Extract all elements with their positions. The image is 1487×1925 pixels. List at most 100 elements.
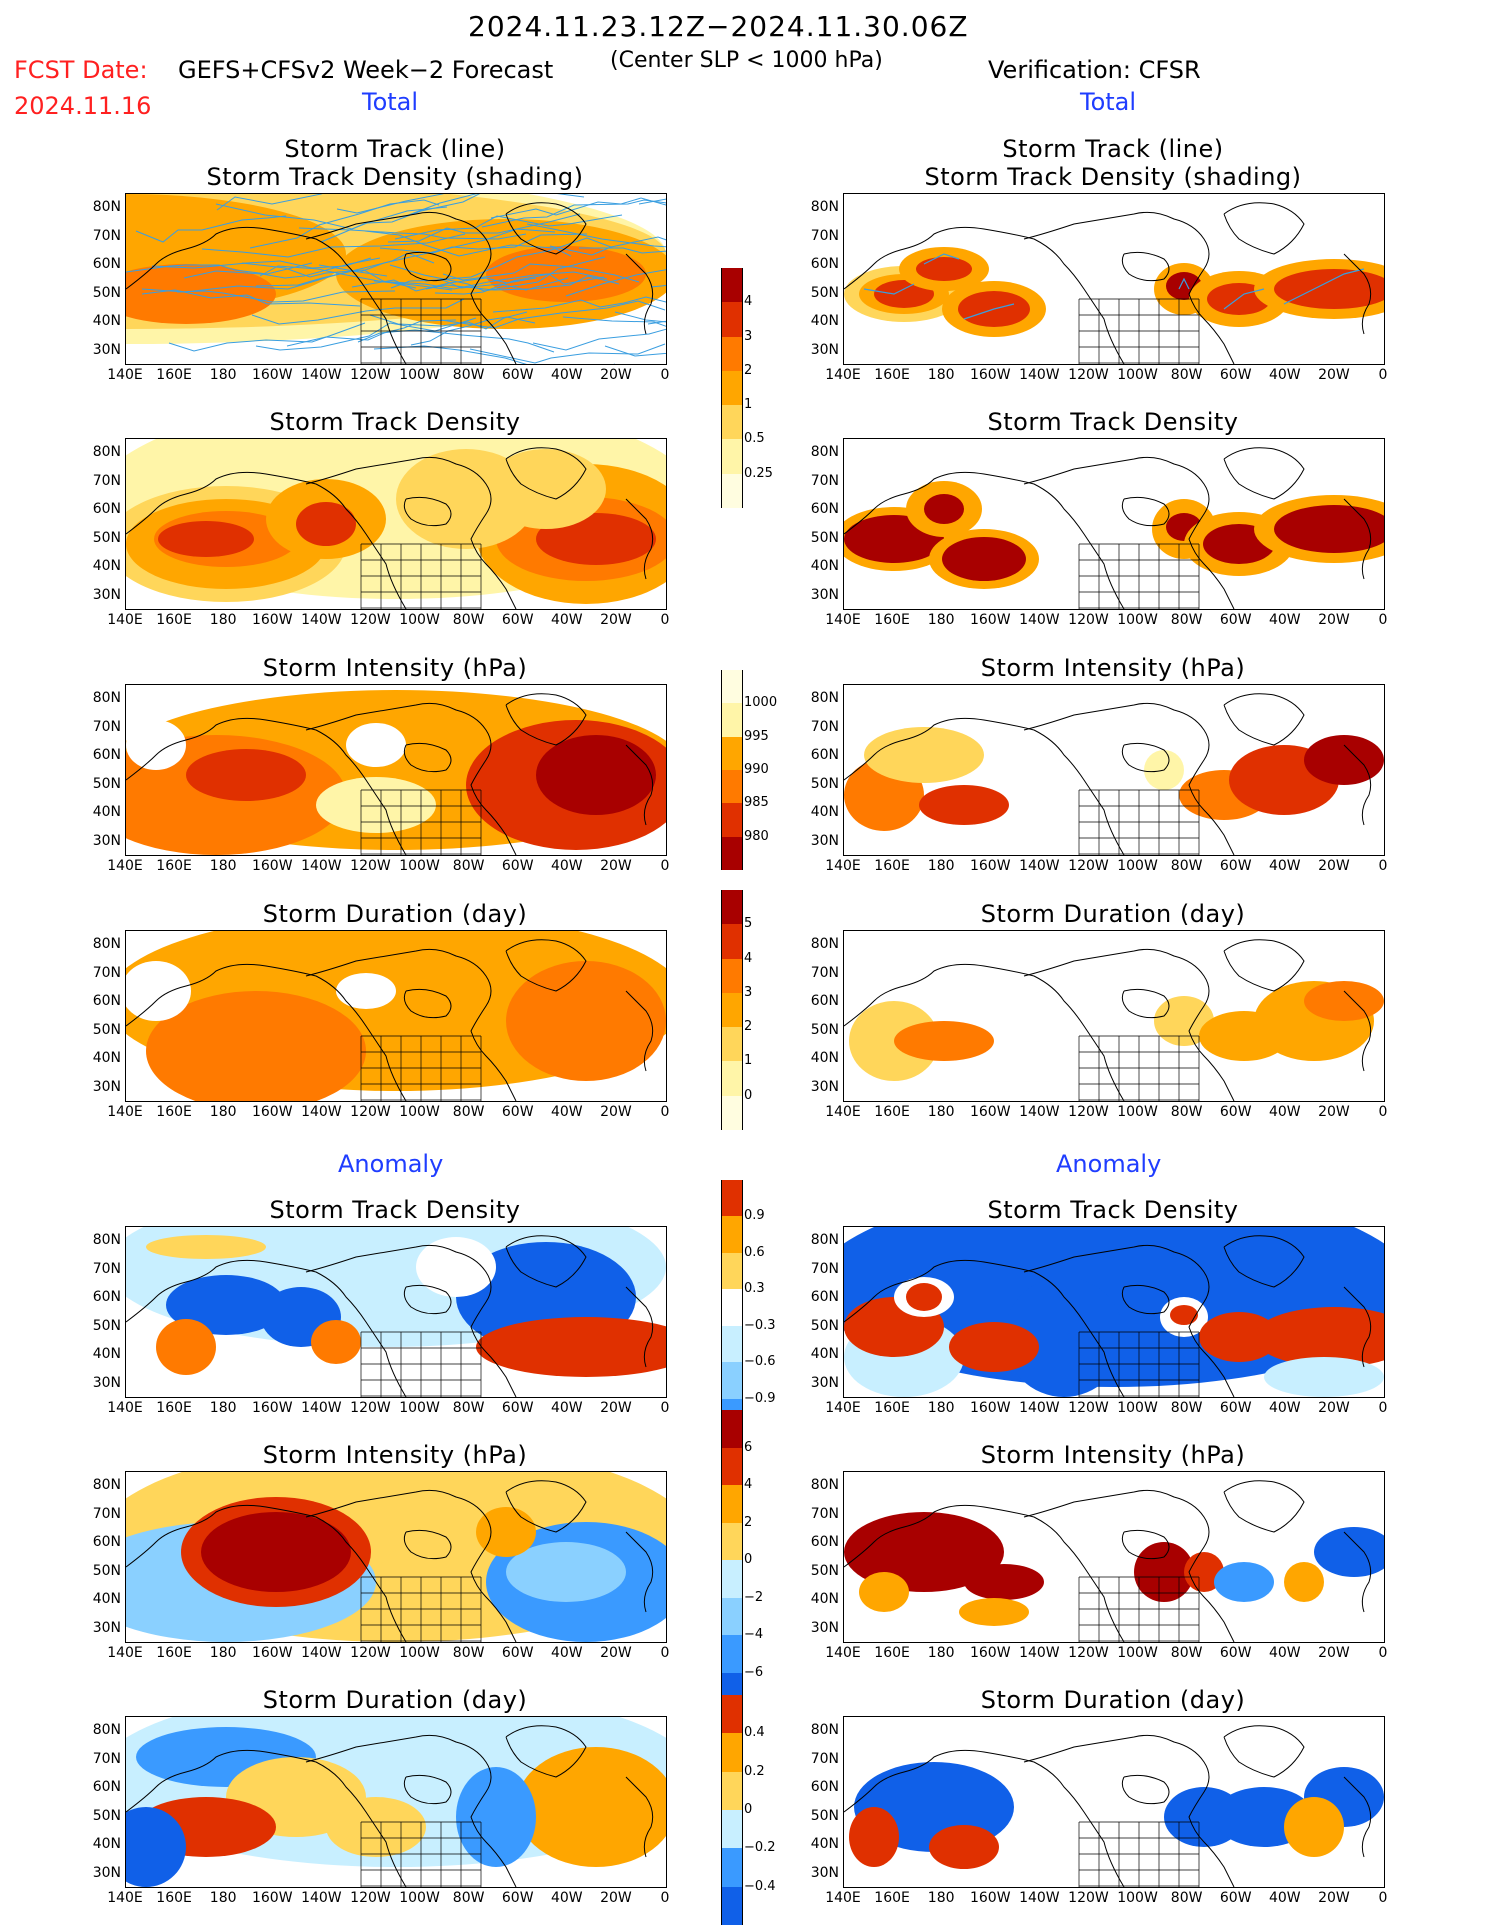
lon-tick-label: 180 (209, 367, 237, 383)
colorbar-label: 3 (744, 984, 753, 1000)
lat-tick-label: 40N (92, 313, 121, 329)
lat-tick-label: 70N (92, 964, 121, 981)
lon-tick-label: 40W (550, 612, 583, 628)
lon-tick-label: 180 (927, 858, 955, 874)
intensity-anom-map-verification (844, 1480, 1384, 1642)
fcst-label: FCST Date: (14, 56, 148, 84)
lon-tick-label: 80W (452, 858, 485, 874)
colorbar-label: 0 (744, 1552, 753, 1567)
coastline (1343, 1286, 1372, 1368)
lon-tick-label: 160E (874, 1400, 910, 1416)
colorbar-label: 0.25 (744, 465, 773, 481)
storm-track-line (490, 197, 666, 219)
lon-tick-label: 100W (399, 367, 440, 383)
lat-tick-label: 50N (92, 1021, 121, 1038)
lon-tick-label: 160E (156, 1104, 192, 1120)
shading-region (1274, 269, 1384, 309)
colorbar-segment (721, 1180, 743, 1217)
coastline (403, 1774, 452, 1805)
lon-tick-label: 140W (1019, 367, 1060, 383)
coastline (1223, 1725, 1305, 1778)
storm-track-line (424, 237, 612, 282)
storm-track-line (379, 233, 588, 254)
coastline (505, 1480, 587, 1533)
map-panel (843, 930, 1385, 1102)
coastline (1343, 498, 1372, 580)
lon-tick-label: 180 (927, 1890, 955, 1906)
colorbar-label: 0 (744, 1802, 753, 1817)
lon-tick-label: 40W (550, 1890, 583, 1906)
lat-tick-label: 60N (92, 501, 121, 517)
shading-region (1004, 1277, 1124, 1397)
lat-tick-label: 50N (92, 529, 121, 546)
shading-region (166, 1275, 286, 1335)
coastline (126, 1749, 407, 1887)
lon-tick-label: 180 (209, 612, 237, 628)
storm-track-line (176, 290, 396, 303)
storm-track-line (562, 316, 666, 327)
lon-tick-label: 160W (969, 1104, 1011, 1120)
coastline (1223, 447, 1305, 500)
forecast-title: GEFS+CFSv2 Week−2 Forecast (178, 56, 554, 84)
lon-tick-label: 100W (399, 858, 440, 874)
coastline (505, 447, 587, 500)
lon-tick-label: 20W (600, 1104, 632, 1120)
storm-track-line (373, 345, 615, 364)
lon-tick-label: 100W (1117, 858, 1158, 874)
lat-tick-label: 70N (810, 1260, 839, 1277)
colorbar-label: −0.4 (744, 1878, 776, 1894)
lat-tick-label: 30N (810, 1374, 839, 1391)
map-panel (125, 1716, 667, 1888)
lat-tick-label: 30N (92, 1864, 121, 1881)
coastline (1023, 211, 1235, 364)
lon-tick-label: 0 (660, 1890, 670, 1906)
storm-track-line (141, 289, 361, 307)
storm-track-line (241, 262, 417, 289)
lon-tick-label: 40W (550, 367, 583, 383)
storm-track-line (434, 273, 605, 295)
density-map-verification (844, 447, 1384, 609)
duration-anom-map-forecast (126, 1717, 666, 1887)
colorbar-segment (721, 405, 743, 440)
colorbar-label: −2 (744, 1589, 764, 1605)
map-panel (125, 193, 667, 365)
lat-tick-label: 50N (810, 1021, 839, 1038)
colorbar-label: 985 (744, 795, 769, 811)
intensity-anom-map-forecast (126, 1472, 666, 1642)
lon-tick-label: 160E (156, 1645, 192, 1661)
shading-region (126, 720, 186, 770)
lon-tick-label: 40W (550, 1645, 583, 1661)
colorbar-label: 4 (744, 294, 753, 310)
lat-tick-label: 50N (92, 1317, 121, 1334)
coastline (126, 1504, 407, 1642)
map-panel (843, 1716, 1385, 1888)
lon-tick-label: 160E (156, 367, 192, 383)
coastline (844, 963, 1125, 1101)
lat-tick-label: 60N (810, 747, 839, 763)
coastline (1121, 1774, 1170, 1805)
lon-tick-label: 140W (301, 858, 342, 874)
lat-tick-label: 70N (92, 1260, 121, 1277)
total-left-label: Total (362, 88, 419, 116)
lat-tick-label: 80N (810, 1722, 839, 1738)
total-right-label: Total (1080, 88, 1137, 116)
storm-track-line (126, 262, 313, 275)
coastline (1223, 939, 1305, 992)
colorbar-label: 3 (744, 328, 753, 344)
lon-tick-label: 60W (1219, 1645, 1252, 1661)
coastline (305, 211, 517, 364)
colorbar-label: 0.5 (744, 431, 765, 447)
lat-tick-label: 40N (92, 1050, 121, 1066)
coastline (1121, 496, 1170, 527)
lat-tick-label: 80N (810, 1477, 839, 1493)
colorbar-segment (721, 958, 743, 993)
colorbar-segment (721, 992, 743, 1028)
period-title: 2024.11.23.12Z−2024.11.30.06Z (468, 10, 969, 43)
storm-track-line (425, 275, 620, 291)
colorbar-segment (721, 1485, 743, 1523)
lon-tick-label: 180 (927, 1104, 955, 1120)
lon-tick-label: 0 (660, 1645, 670, 1661)
colorbar-label: 0.6 (744, 1244, 765, 1260)
coastline (126, 471, 407, 609)
lon-tick-label: 40W (1268, 1104, 1301, 1120)
